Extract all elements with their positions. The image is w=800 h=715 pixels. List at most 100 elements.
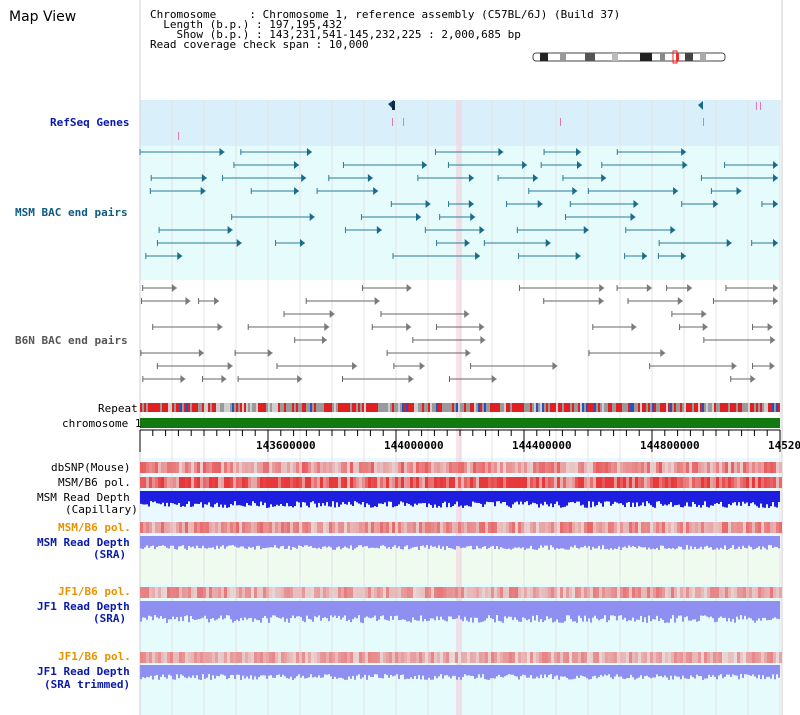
heat-cell xyxy=(200,477,203,488)
track-label-repeat[interactable]: Repeat xyxy=(98,402,138,415)
heat-cell xyxy=(572,587,575,598)
heat-cell xyxy=(500,587,503,598)
depth-bar xyxy=(244,601,246,618)
depth-bar xyxy=(428,536,430,549)
depth-bar xyxy=(240,536,242,547)
repeat-block xyxy=(596,403,598,412)
heat-cell xyxy=(359,522,362,533)
heat-cell xyxy=(398,522,401,533)
heat-cell xyxy=(308,462,311,473)
repeat-block xyxy=(462,403,464,412)
depth-bar xyxy=(722,536,724,550)
heat-cell xyxy=(287,477,290,488)
heat-cell xyxy=(557,477,560,488)
depth-bar xyxy=(308,665,310,678)
track-label-msm-b6-pol[interactable]: MSM/B6 pol. xyxy=(58,476,131,489)
repeat-block xyxy=(166,403,168,412)
heat-cell xyxy=(602,477,605,488)
heat-cell xyxy=(359,652,362,663)
heat-cell xyxy=(524,462,527,473)
depth-bar xyxy=(646,601,648,623)
bac-end-arrow xyxy=(329,310,335,318)
repeat-block xyxy=(332,403,334,412)
heat-cell xyxy=(389,522,392,533)
heat-cell xyxy=(620,522,623,533)
heat-cell xyxy=(770,522,773,533)
track-label-msm-b6-pol-2[interactable]: MSM/B6 pol. xyxy=(58,521,131,534)
heat-cell xyxy=(200,652,203,663)
repeat-block xyxy=(360,403,362,412)
depth-bar xyxy=(436,601,438,617)
depth-bar xyxy=(282,601,284,618)
depth-bar xyxy=(166,491,168,503)
track-label-b6n-bac[interactable]: B6N BAC end pairs xyxy=(15,334,128,347)
heat-cell xyxy=(206,477,209,488)
depth-bar xyxy=(376,491,378,507)
depth-bar xyxy=(604,491,606,502)
heat-cell xyxy=(197,652,200,663)
heat-cell xyxy=(470,522,473,533)
bac-end-arrow xyxy=(227,226,233,234)
heat-cell xyxy=(248,462,251,473)
depth-bar xyxy=(204,491,206,505)
depth-bar xyxy=(762,601,764,618)
depth-bar xyxy=(614,491,616,502)
depth-bar xyxy=(586,491,588,508)
track-label-msm-depth-capillary[interactable]: MSM Read Depth xyxy=(37,491,130,504)
heat-cell xyxy=(338,652,341,663)
track-label-jf1-depth-sra[interactable]: JF1 Read Depth xyxy=(37,600,130,613)
heat-cell xyxy=(263,462,266,473)
heat-cell xyxy=(365,462,368,473)
depth-bar xyxy=(684,536,686,550)
depth-bar xyxy=(694,665,696,679)
heat-cell xyxy=(515,522,518,533)
repeat-block xyxy=(310,403,312,412)
track-label-msm-bac[interactable]: MSM BAC end pairs xyxy=(15,206,128,219)
depth-bar xyxy=(504,536,506,549)
repeat-block xyxy=(312,403,314,412)
depth-bar xyxy=(246,491,248,504)
depth-bar xyxy=(398,536,400,547)
depth-bar xyxy=(732,665,734,675)
heat-cell xyxy=(713,462,716,473)
repeat-block xyxy=(140,403,142,412)
heat-cell xyxy=(221,587,224,598)
depth-bar xyxy=(464,601,466,617)
track-label-msm-depth-sra[interactable]: MSM Read Depth xyxy=(37,536,130,549)
track-label-jf1-depth-trimmed[interactable]: JF1 Read Depth xyxy=(37,665,130,678)
repeat-block xyxy=(740,403,742,412)
depth-bar xyxy=(748,601,750,618)
heat-cell xyxy=(227,522,230,533)
repeat-block xyxy=(778,403,780,412)
depth-bar xyxy=(374,491,376,507)
depth-bar xyxy=(594,491,596,507)
depth-bar xyxy=(566,536,568,550)
track-label-jf1-b6-pol-2[interactable]: JF1/B6 pol. xyxy=(58,650,131,663)
heat-cell xyxy=(350,652,353,663)
track-label-dbsnp[interactable]: dbSNP(Mouse) xyxy=(51,461,131,474)
repeat-block xyxy=(692,403,694,412)
depth-bar xyxy=(680,665,682,680)
depth-bar xyxy=(562,536,564,549)
depth-bar xyxy=(748,536,750,546)
track-label-refseq[interactable]: RefSeq Genes xyxy=(50,116,130,129)
heat-cell xyxy=(434,652,437,663)
depth-bar xyxy=(520,536,522,549)
depth-bar xyxy=(690,601,692,621)
depth-bar xyxy=(472,536,474,550)
depth-bar xyxy=(574,665,576,679)
depth-bar xyxy=(228,665,230,679)
depth-bar xyxy=(328,536,330,547)
heat-cell xyxy=(392,587,395,598)
depth-bar xyxy=(342,536,344,548)
repeat-block xyxy=(614,403,616,412)
track-label-jf1-b6-pol[interactable]: JF1/B6 pol. xyxy=(58,585,131,598)
heat-cell xyxy=(671,462,674,473)
heat-cell xyxy=(164,652,167,663)
repeat-block xyxy=(280,403,282,412)
heat-cell xyxy=(164,587,167,598)
depth-bar xyxy=(142,536,144,550)
depth-bar xyxy=(530,665,532,676)
depth-bar xyxy=(618,536,620,547)
depth-bar xyxy=(218,601,220,619)
